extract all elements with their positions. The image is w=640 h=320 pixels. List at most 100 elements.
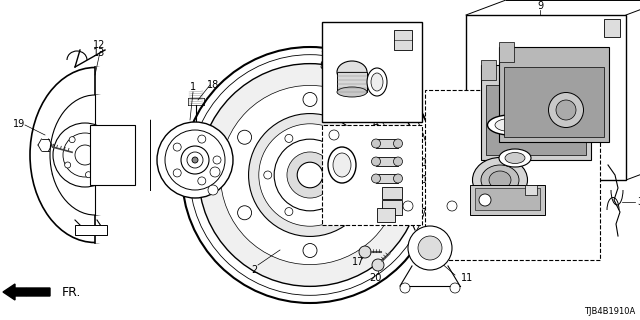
Bar (377, 208, 395, 222)
Ellipse shape (328, 147, 356, 183)
Text: 14: 14 (572, 163, 584, 173)
Bar (470, 185, 545, 215)
Ellipse shape (489, 171, 511, 189)
Ellipse shape (371, 139, 381, 148)
Text: 9: 9 (537, 1, 543, 11)
Ellipse shape (50, 95, 140, 215)
Circle shape (450, 283, 460, 293)
Circle shape (210, 167, 220, 177)
Circle shape (248, 114, 371, 236)
Circle shape (369, 206, 383, 220)
Circle shape (69, 137, 75, 143)
Circle shape (274, 139, 346, 211)
Circle shape (65, 162, 70, 168)
Text: 16: 16 (384, 211, 396, 221)
Bar (376, 157, 398, 166)
Bar (466, 15, 626, 180)
FancyArrow shape (3, 284, 50, 300)
Circle shape (213, 156, 221, 164)
Circle shape (198, 135, 206, 143)
Text: 3: 3 (637, 197, 640, 207)
Text: 19: 19 (13, 119, 25, 129)
Circle shape (303, 92, 317, 107)
Bar (322, 125, 422, 225)
Text: 7: 7 (320, 51, 326, 61)
Bar (376, 174, 398, 183)
Circle shape (53, 123, 117, 187)
Ellipse shape (30, 68, 160, 243)
Ellipse shape (333, 153, 351, 177)
Bar (425, 90, 600, 260)
Text: 6: 6 (607, 170, 613, 180)
Text: 18: 18 (207, 80, 219, 90)
Circle shape (198, 177, 206, 185)
Circle shape (372, 259, 384, 271)
Bar (376, 139, 398, 148)
Text: 8: 8 (320, 61, 326, 71)
Ellipse shape (505, 153, 525, 164)
Circle shape (479, 194, 491, 206)
Bar (90, 125, 135, 185)
Ellipse shape (337, 61, 367, 83)
Circle shape (287, 152, 333, 198)
Circle shape (327, 208, 335, 216)
Circle shape (447, 201, 457, 211)
Ellipse shape (394, 174, 403, 183)
Circle shape (329, 130, 339, 140)
Text: 15: 15 (422, 158, 435, 168)
Ellipse shape (495, 118, 525, 132)
Text: 13: 13 (93, 48, 105, 58)
Bar (499, 47, 609, 142)
Bar (394, 30, 412, 50)
Text: 15: 15 (422, 175, 435, 185)
Ellipse shape (371, 73, 383, 91)
Circle shape (189, 55, 430, 295)
Circle shape (303, 244, 317, 258)
Ellipse shape (371, 157, 381, 166)
Text: 17: 17 (352, 257, 364, 267)
Circle shape (198, 64, 421, 286)
Ellipse shape (371, 174, 381, 183)
Bar (475, 188, 540, 210)
Text: 1: 1 (190, 82, 196, 92)
Bar (95, 67, 175, 243)
Circle shape (327, 134, 335, 142)
Ellipse shape (548, 92, 584, 127)
Bar (322, 22, 422, 122)
Circle shape (348, 171, 356, 179)
Bar (481, 65, 591, 160)
Text: 2: 2 (251, 265, 257, 275)
Circle shape (173, 169, 181, 177)
Text: 12: 12 (93, 40, 105, 50)
Ellipse shape (481, 165, 519, 195)
Ellipse shape (472, 157, 527, 203)
Text: 11: 11 (461, 273, 473, 283)
Ellipse shape (499, 149, 531, 167)
Circle shape (208, 185, 218, 195)
Text: 4: 4 (373, 119, 379, 129)
Bar (486, 85, 586, 155)
Circle shape (92, 135, 98, 141)
Bar (499, 42, 514, 62)
Circle shape (182, 47, 438, 303)
Ellipse shape (556, 100, 576, 120)
Circle shape (181, 146, 209, 174)
Bar (382, 200, 402, 215)
Text: 5: 5 (607, 160, 613, 170)
Circle shape (237, 130, 252, 144)
Circle shape (157, 122, 233, 198)
Bar (604, 19, 620, 37)
Circle shape (86, 172, 92, 178)
Circle shape (285, 208, 293, 216)
Circle shape (369, 130, 383, 144)
Circle shape (297, 162, 323, 188)
Ellipse shape (337, 87, 367, 97)
Circle shape (75, 145, 95, 165)
Circle shape (418, 236, 442, 260)
Ellipse shape (394, 139, 403, 148)
Circle shape (285, 134, 293, 142)
Circle shape (165, 130, 225, 190)
Text: TJB4B1910A: TJB4B1910A (584, 308, 635, 316)
Circle shape (187, 152, 203, 168)
Bar (75, 225, 107, 235)
